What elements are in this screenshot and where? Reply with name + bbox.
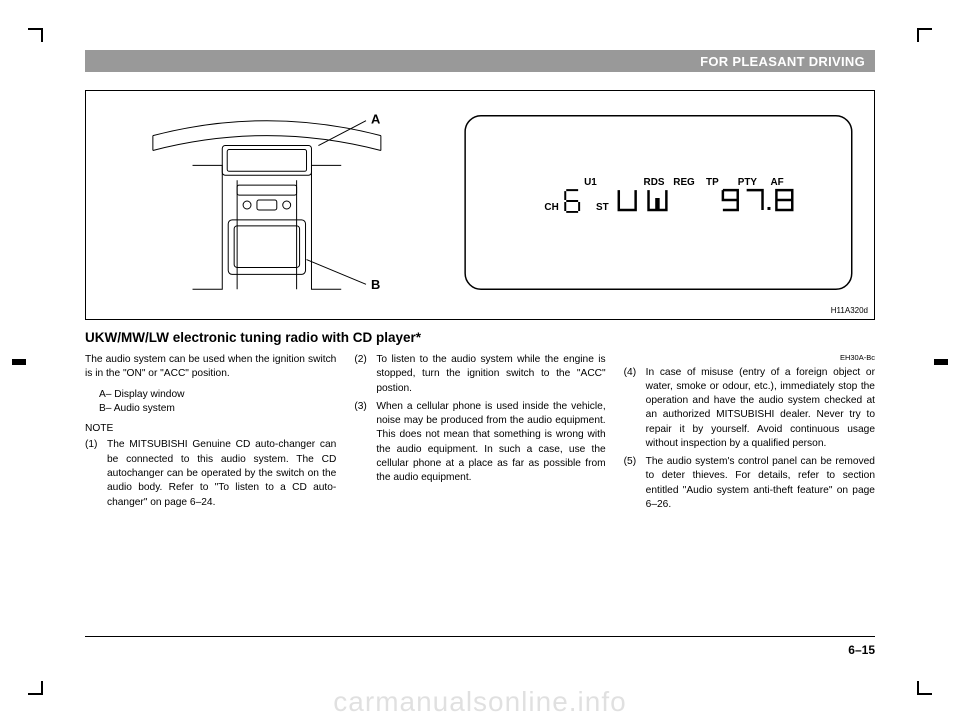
item2-text: To listen to the audio system while the … [376, 353, 605, 396]
item4-num: (4) [624, 366, 646, 452]
column-2: (2) To listen to the audio system while … [354, 353, 605, 516]
note-label: NOTE [85, 422, 336, 436]
label-b: B [371, 277, 380, 292]
svg-text:PTY: PTY [738, 177, 758, 188]
item5-num: (5) [624, 455, 646, 512]
svg-text:ST: ST [596, 202, 609, 213]
svg-text:RDS: RDS [644, 177, 665, 188]
svg-text:AF: AF [770, 177, 783, 188]
item3-text: When a cellular phone is used inside the… [376, 400, 605, 486]
legend-a: A– Display window [99, 388, 336, 402]
text-columns: The audio system can be used when the ig… [85, 353, 875, 516]
svg-text:REG: REG [673, 177, 695, 188]
page-number: 6–15 [848, 643, 875, 657]
svg-text:U1: U1 [584, 177, 597, 188]
item5-text: The audio system's control panel can be … [646, 455, 875, 512]
column-3: EH30A-Bc (4) In case of misuse (entry of… [624, 353, 875, 516]
header-bar: FOR PLEASANT DRIVING [85, 50, 875, 72]
figure-box: A B U1 RDS REG TP PTY AF CH [85, 90, 875, 320]
section-title: UKW/MW/LW electronic tuning radio with C… [85, 330, 875, 345]
figure-code: H11A320d [831, 306, 868, 315]
item4-text: In case of misuse (entry of a foreign ob… [646, 366, 875, 452]
legend-b: B– Audio system [99, 402, 336, 416]
item2-num: (2) [354, 353, 376, 396]
content-area: FOR PLEASANT DRIVING [85, 50, 875, 673]
dashboard-diagram: A B U1 RDS REG TP PTY AF CH [86, 91, 874, 319]
watermark: carmanualsonline.info [333, 686, 626, 718]
item3-num: (3) [354, 400, 376, 486]
item1-text: The MITSUBISHI Genuine CD auto-changer c… [107, 438, 336, 509]
column-1: The audio system can be used when the ig… [85, 353, 336, 516]
label-a: A [371, 112, 380, 127]
footer-rule [85, 636, 875, 637]
svg-text:CH: CH [544, 202, 558, 213]
header-title: FOR PLEASANT DRIVING [700, 54, 865, 69]
page-container: FOR PLEASANT DRIVING [0, 0, 960, 723]
ref-code: EH30A-Bc [624, 353, 875, 364]
intro-text: The audio system can be used when the ig… [85, 353, 336, 382]
svg-text:TP: TP [706, 177, 719, 188]
item1-num: (1) [85, 438, 107, 509]
